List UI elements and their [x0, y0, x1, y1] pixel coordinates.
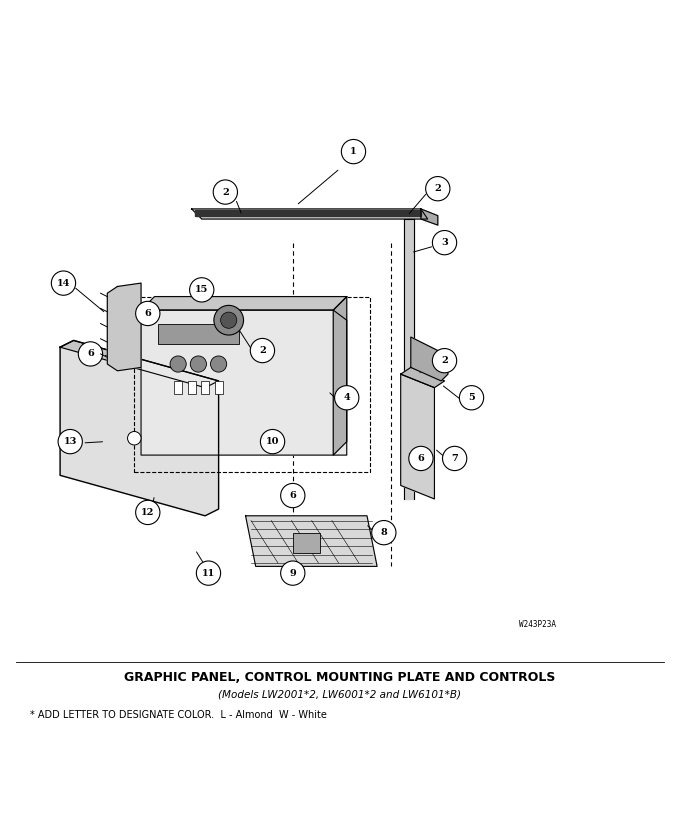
Circle shape	[443, 446, 466, 471]
Text: * ADD LETTER TO DESIGNATE COLOR.  L - Almond  W - White: * ADD LETTER TO DESIGNATE COLOR. L - Alm…	[30, 710, 326, 720]
Text: 2: 2	[259, 346, 266, 355]
Polygon shape	[107, 283, 141, 371]
Polygon shape	[411, 337, 448, 381]
Circle shape	[372, 521, 396, 545]
Circle shape	[211, 356, 226, 372]
Text: 11: 11	[202, 568, 215, 578]
Text: 8: 8	[381, 528, 387, 538]
Text: 13: 13	[63, 437, 77, 446]
Text: 2: 2	[222, 187, 228, 196]
Text: 3: 3	[441, 238, 448, 247]
Circle shape	[281, 561, 305, 585]
Circle shape	[220, 312, 237, 329]
Text: 12: 12	[141, 508, 154, 517]
Text: 7: 7	[452, 454, 458, 463]
Circle shape	[260, 430, 285, 454]
Text: (Models LW2001*2, LW6001*2 and LW6101*B): (Models LW2001*2, LW6001*2 and LW6101*B)	[218, 690, 462, 700]
Circle shape	[128, 431, 141, 445]
Circle shape	[51, 271, 75, 295]
Text: 9: 9	[290, 568, 296, 578]
Text: 14: 14	[57, 278, 70, 288]
Text: 6: 6	[144, 309, 151, 318]
Circle shape	[135, 301, 160, 325]
Circle shape	[135, 500, 160, 524]
Circle shape	[432, 349, 457, 373]
Circle shape	[190, 356, 207, 372]
Circle shape	[432, 231, 457, 255]
Circle shape	[214, 180, 237, 204]
Text: 4: 4	[343, 393, 350, 402]
Circle shape	[426, 176, 450, 201]
Polygon shape	[60, 340, 218, 388]
Text: 10: 10	[266, 437, 279, 446]
Polygon shape	[333, 297, 347, 455]
Polygon shape	[421, 209, 438, 225]
Text: 2: 2	[441, 356, 448, 365]
Polygon shape	[60, 340, 218, 516]
Bar	[174, 381, 182, 395]
Text: 6: 6	[87, 349, 94, 359]
Text: GRAPHIC PANEL, CONTROL MOUNTING PLATE AND CONTROLS: GRAPHIC PANEL, CONTROL MOUNTING PLATE AN…	[124, 671, 556, 684]
Bar	[158, 324, 239, 344]
Circle shape	[460, 385, 483, 410]
Circle shape	[197, 561, 220, 585]
Text: 15: 15	[195, 285, 209, 294]
Polygon shape	[141, 297, 347, 310]
Circle shape	[58, 430, 82, 454]
Text: 6: 6	[418, 454, 424, 463]
Bar	[215, 381, 222, 395]
Circle shape	[78, 342, 103, 366]
Circle shape	[170, 356, 186, 372]
Circle shape	[335, 385, 359, 410]
Polygon shape	[401, 375, 435, 499]
Bar	[188, 381, 196, 395]
Circle shape	[214, 305, 243, 335]
Bar	[201, 381, 209, 395]
Polygon shape	[141, 310, 347, 455]
Text: 5: 5	[468, 393, 475, 402]
Circle shape	[190, 278, 214, 302]
Bar	[293, 533, 320, 553]
Text: 6: 6	[290, 491, 296, 500]
Polygon shape	[192, 209, 428, 219]
Circle shape	[281, 483, 305, 507]
Polygon shape	[401, 367, 445, 388]
Text: 2: 2	[435, 184, 441, 193]
Circle shape	[409, 446, 433, 471]
Text: 1: 1	[350, 147, 357, 156]
Text: W243P23A: W243P23A	[519, 620, 556, 630]
Polygon shape	[245, 516, 377, 566]
Circle shape	[341, 140, 366, 164]
Circle shape	[250, 339, 275, 363]
Polygon shape	[195, 211, 421, 216]
